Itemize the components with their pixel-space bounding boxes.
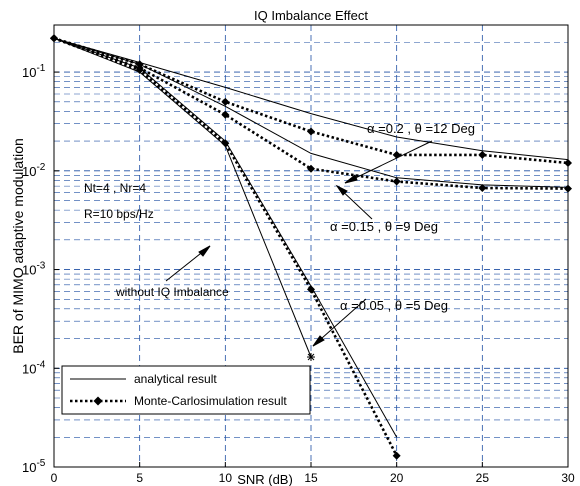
x-tick-label-5: 25 bbox=[476, 471, 490, 485]
label-alpha-0-15: α =0.15 , θ =9 Deg bbox=[330, 219, 438, 234]
system-params-line-2: R=10 bps/Hz bbox=[84, 207, 154, 221]
y-axis-label: BER of MIMO adaptive modulation bbox=[10, 138, 26, 354]
series-line-6 bbox=[53, 37, 312, 358]
series-point-1-5 bbox=[478, 150, 487, 159]
system-params-line-1: Nt=4 , Nr=4 bbox=[84, 181, 146, 195]
series-point-3-5 bbox=[478, 183, 487, 192]
x-tick-label-6: 30 bbox=[561, 471, 575, 485]
legend: analytical result Monte-Carlosimulation … bbox=[61, 365, 311, 415]
x-tick-label-2: 10 bbox=[219, 471, 233, 485]
x-tick-label-3: 15 bbox=[304, 471, 318, 485]
series-point-3-2 bbox=[221, 110, 230, 119]
chart-title: IQ Imbalance Effect bbox=[254, 8, 368, 23]
arrow-alpha-0-2-head bbox=[344, 174, 358, 184]
annotation-arrows bbox=[165, 140, 433, 347]
series-point-6-3 bbox=[307, 353, 315, 362]
series-point-1-2 bbox=[221, 97, 230, 106]
arrow-without-iq-head bbox=[198, 245, 211, 257]
label-without-iq: without IQ Imbalance bbox=[115, 285, 229, 299]
series-point-1-3 bbox=[307, 127, 315, 136]
series-point-5-1 bbox=[135, 66, 144, 75]
legend-label-simulation: Monte-Carlosimulation result bbox=[134, 394, 287, 408]
series-line-5 bbox=[53, 37, 398, 457]
series-point-5-2 bbox=[221, 139, 230, 148]
series-point-3-3 bbox=[307, 164, 315, 173]
x-tick-label-4: 20 bbox=[390, 471, 404, 485]
x-axis-label: SNR (dB) bbox=[237, 472, 293, 486]
arrow-alpha-0-05-head bbox=[312, 335, 325, 347]
system-params-annotation: Nt=4 , Nr=4 R=10 bps/Hz bbox=[84, 181, 154, 221]
label-alpha-0-05: α =0.05 , θ =5 Deg bbox=[340, 298, 448, 313]
series-layer bbox=[50, 34, 572, 460]
series-point-5-4 bbox=[392, 451, 401, 460]
series-point-5-3 bbox=[307, 285, 315, 294]
legend-label-analytical: analytical result bbox=[134, 372, 217, 386]
arrow-alpha-0-2 bbox=[344, 140, 433, 184]
label-alpha-0-2: α =0.2 , θ =12 Deg bbox=[367, 121, 475, 136]
series-point-3-4 bbox=[392, 177, 401, 186]
legend-marker-simulation bbox=[93, 396, 103, 406]
x-tick-label-0: 0 bbox=[51, 471, 58, 485]
x-tick-label-1: 5 bbox=[136, 471, 143, 485]
arrow-alpha-0-15-head bbox=[335, 184, 348, 196]
legend-box bbox=[61, 365, 311, 415]
